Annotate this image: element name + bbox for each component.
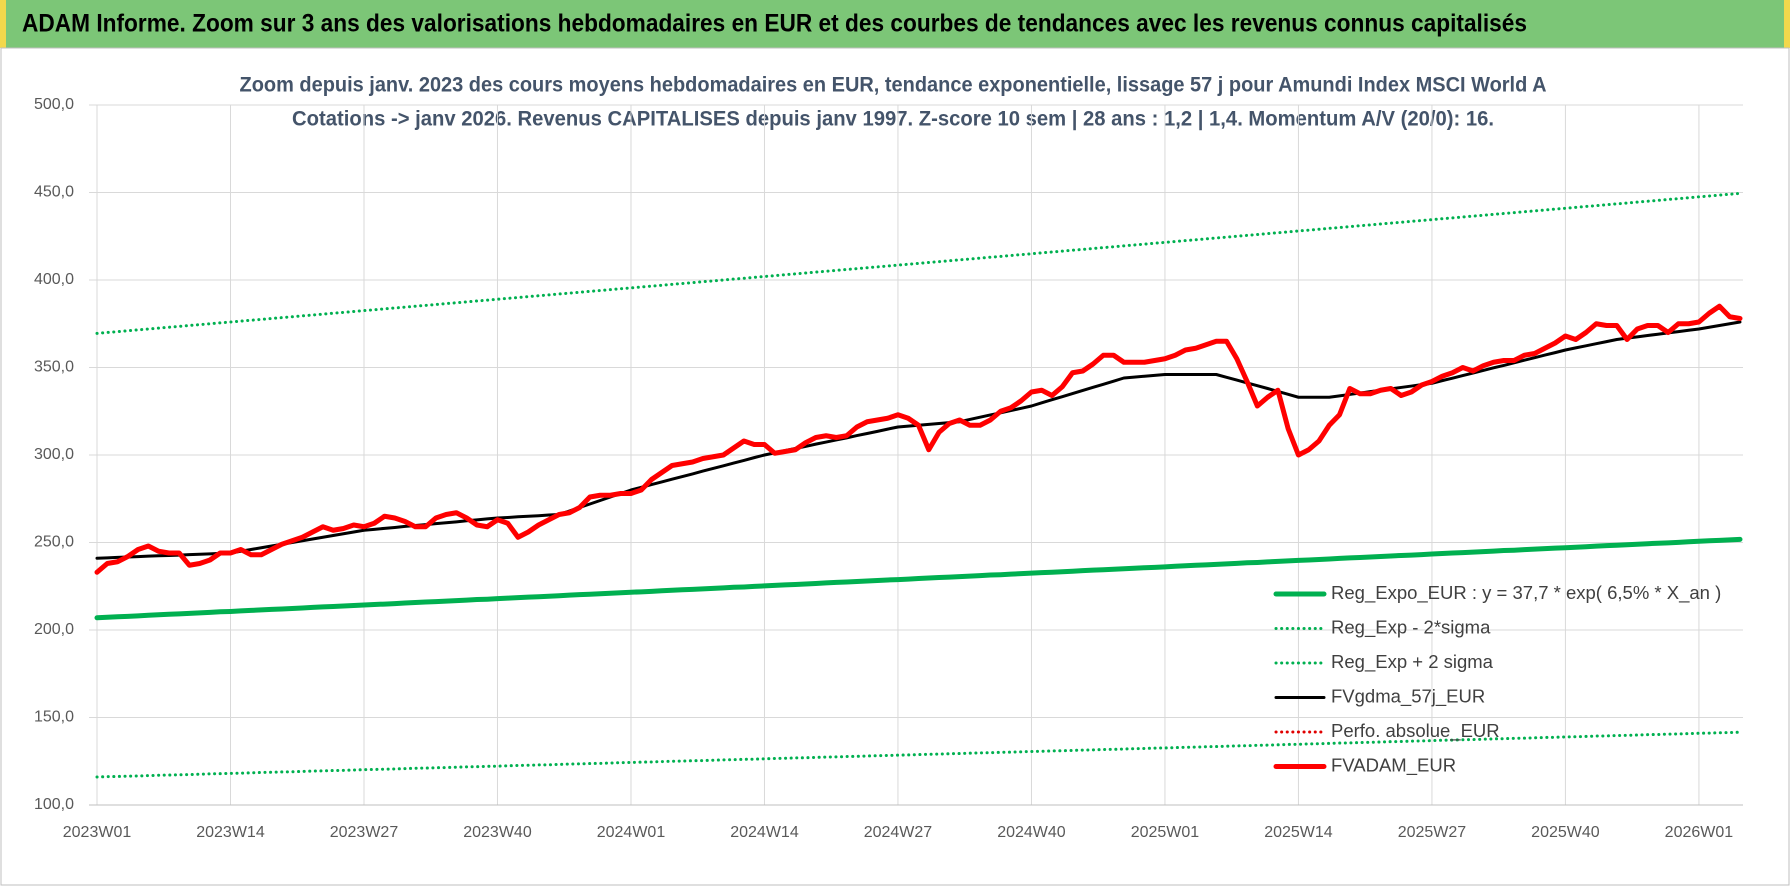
chart-title: Cotations -> janv 2026. Revenus CAPITALI… (292, 108, 1494, 131)
header-corner (1784, 0, 1790, 48)
x-tick-label: 2026W01 (1665, 824, 1734, 841)
y-tick-label: 500,0 (34, 96, 74, 113)
y-tick-label: 350,0 (34, 359, 74, 376)
legend-label: Reg_Exp - 2*sigma (1331, 616, 1491, 638)
legend-label: FVgdma_57j_EUR (1331, 685, 1485, 707)
y-tick-label: 100,0 (34, 796, 74, 813)
legend-label: FVADAM_EUR (1331, 754, 1456, 776)
legend-label: Reg_Expo_EUR : y = 37,7 * exp( 6,5% * X_… (1331, 582, 1721, 604)
y-tick-label: 400,0 (34, 271, 74, 288)
chart-title: Zoom depuis janv. 2023 des cours moyens … (240, 74, 1547, 97)
series-line (94, 303, 1743, 575)
series-line (94, 536, 1743, 621)
x-tick-label: 2024W14 (730, 824, 799, 841)
y-tick-label: 150,0 (34, 709, 74, 726)
x-tick-label: 2023W27 (330, 824, 399, 841)
y-tick-label: 300,0 (34, 446, 74, 463)
y-tick-label: 250,0 (34, 534, 74, 551)
x-tick-label: 2023W14 (196, 824, 265, 841)
x-tick-label: 2025W27 (1398, 824, 1467, 841)
legend-label: Perfo. absolue_EUR (1331, 720, 1500, 742)
series-line (95, 191, 1742, 335)
x-tick-label: 2023W01 (63, 824, 132, 841)
x-tick-label: 2024W40 (997, 824, 1066, 841)
x-tick-label: 2024W01 (597, 824, 666, 841)
x-tick-label: 2023W40 (463, 824, 532, 841)
chart-frame (0, 47, 1790, 886)
x-tick-label: 2025W40 (1531, 824, 1600, 841)
series-line (95, 730, 1742, 779)
y-tick-label: 450,0 (34, 184, 74, 201)
y-tick-label: 200,0 (34, 621, 74, 638)
x-tick-label: 2025W01 (1131, 824, 1200, 841)
header-corner (0, 0, 6, 48)
legend-label: Reg_Exp + 2 sigma (1331, 651, 1494, 673)
header-band (0, 0, 1790, 48)
page-title: ADAM Informe. Zoom sur 3 ans des valoris… (22, 10, 1527, 38)
x-tick-label: 2025W14 (1264, 824, 1333, 841)
x-tick-label: 2024W27 (864, 824, 933, 841)
